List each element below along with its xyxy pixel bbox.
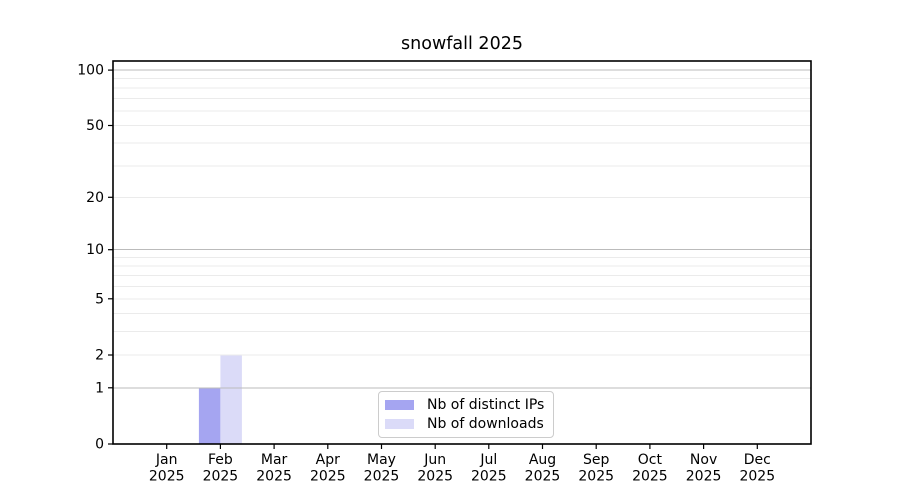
svg-text:0: 0 bbox=[95, 437, 104, 453]
svg-text:2025: 2025 bbox=[578, 469, 614, 485]
svg-text:Aug: Aug bbox=[529, 452, 556, 468]
svg-text:Apr: Apr bbox=[316, 452, 340, 468]
svg-text:2025: 2025 bbox=[632, 469, 668, 485]
legend-item-distinct-ips: Nb of distinct IPs bbox=[385, 396, 544, 414]
svg-text:Dec: Dec bbox=[744, 452, 771, 468]
svg-text:Oct: Oct bbox=[638, 452, 663, 468]
legend-swatch-downloads-icon bbox=[385, 418, 414, 430]
svg-text:100: 100 bbox=[77, 63, 104, 79]
svg-text:2025: 2025 bbox=[203, 469, 239, 485]
svg-text:2025: 2025 bbox=[310, 469, 346, 485]
legend: Nb of distinct IPs Nb of downloads bbox=[378, 391, 555, 438]
svg-text:Sep: Sep bbox=[583, 452, 610, 468]
svg-text:2025: 2025 bbox=[686, 469, 722, 485]
chart-title: snowfall 2025 bbox=[401, 34, 523, 54]
svg-text:2025: 2025 bbox=[525, 469, 561, 485]
svg-text:Feb: Feb bbox=[208, 452, 233, 468]
legend-item-downloads: Nb of downloads bbox=[385, 415, 544, 433]
svg-text:2025: 2025 bbox=[256, 469, 292, 485]
svg-text:2025: 2025 bbox=[364, 469, 400, 485]
svg-text:2025: 2025 bbox=[471, 469, 507, 485]
svg-text:2025: 2025 bbox=[417, 469, 453, 485]
svg-text:Mar: Mar bbox=[261, 452, 288, 468]
svg-text:Jun: Jun bbox=[423, 452, 446, 468]
svg-text:Jul: Jul bbox=[479, 452, 497, 468]
svg-text:2025: 2025 bbox=[739, 469, 775, 485]
svg-text:2: 2 bbox=[95, 348, 104, 364]
svg-text:10: 10 bbox=[86, 242, 104, 258]
svg-text:5: 5 bbox=[95, 291, 104, 307]
svg-text:Jan: Jan bbox=[155, 452, 178, 468]
svg-text:20: 20 bbox=[86, 190, 104, 206]
svg-text:2025: 2025 bbox=[149, 469, 185, 485]
svg-text:May: May bbox=[367, 452, 396, 468]
svg-text:50: 50 bbox=[86, 118, 104, 134]
svg-text:Nov: Nov bbox=[690, 452, 717, 468]
legend-label-distinct-ips: Nb of distinct IPs bbox=[427, 397, 545, 413]
legend-swatch-distinct-ips-icon bbox=[385, 399, 414, 411]
svg-text:1: 1 bbox=[95, 380, 104, 396]
legend-label-downloads: Nb of downloads bbox=[427, 416, 544, 432]
